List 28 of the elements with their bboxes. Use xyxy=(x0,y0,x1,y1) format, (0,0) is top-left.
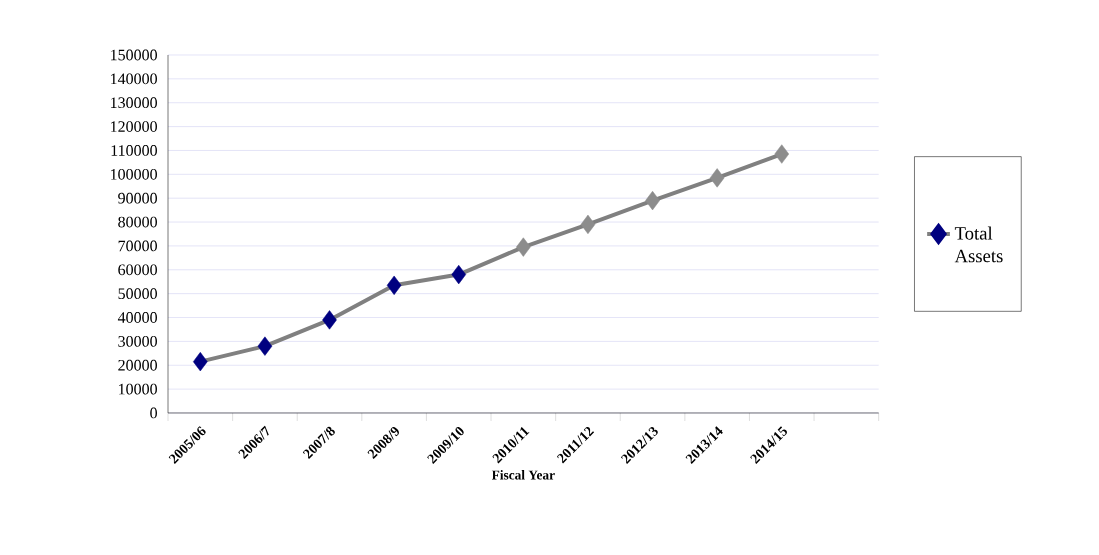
y-tick-label: 100000 xyxy=(111,168,157,180)
y-tick-label: 30000 xyxy=(118,335,157,347)
y-tick-label: 60000 xyxy=(118,264,157,276)
point xyxy=(645,190,660,211)
y-tick-label: 70000 xyxy=(118,240,157,252)
point xyxy=(257,336,273,356)
y-tick-label: 0 xyxy=(150,407,157,419)
x-axis-title: Fiscal Year xyxy=(491,470,555,480)
y-tick-label: 140000 xyxy=(111,73,157,85)
y-tick-label: 120000 xyxy=(111,121,157,132)
point xyxy=(322,310,337,330)
y-tick-label: 10000 xyxy=(119,383,157,395)
point xyxy=(709,168,725,188)
point xyxy=(451,264,466,285)
point xyxy=(193,352,208,372)
y-tick-label: 80000 xyxy=(118,216,157,228)
y-tick-label: 150000 xyxy=(111,49,157,61)
y-tick-label: 130000 xyxy=(111,97,157,109)
y-tick-label: 20000 xyxy=(118,359,157,371)
point xyxy=(386,275,402,295)
point xyxy=(774,144,790,164)
y-tick-label: 40000 xyxy=(117,312,157,323)
y-tick-label: 50000 xyxy=(118,288,157,300)
legend-label: Total Assets xyxy=(954,226,1003,263)
point xyxy=(516,237,531,257)
point xyxy=(580,214,596,235)
y-tick-label: 110000 xyxy=(111,145,157,156)
y-tick-label: 90000 xyxy=(118,192,157,204)
